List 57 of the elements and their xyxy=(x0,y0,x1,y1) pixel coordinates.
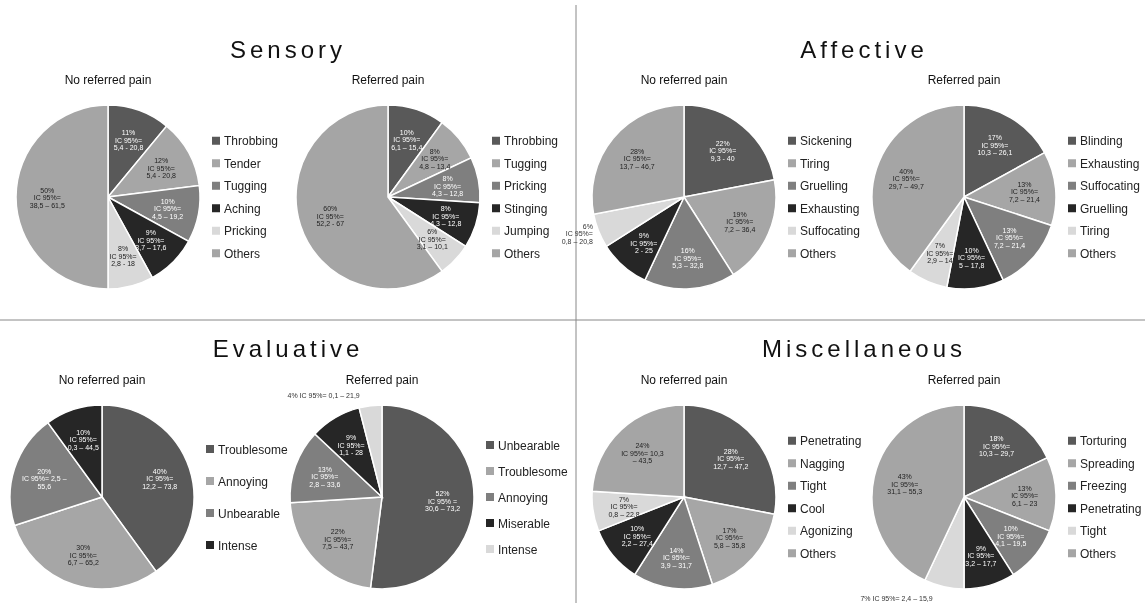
legend-label: Throbbing xyxy=(504,134,559,149)
legend-label: Tight xyxy=(800,479,827,494)
chart-title: Affective xyxy=(800,36,928,63)
legend-label: Pricking xyxy=(504,179,547,194)
chart-subtitle: No referred pain xyxy=(640,373,728,387)
legend-label: Freezing xyxy=(1080,479,1127,494)
legend-label: Tight xyxy=(1080,524,1107,539)
legend-label: Intense xyxy=(218,538,258,553)
legend-label: Annoying xyxy=(498,490,549,505)
legend-label: Tugging xyxy=(224,179,267,194)
legend-label: Nagging xyxy=(800,456,845,471)
legend-label: Stinging xyxy=(504,201,548,216)
legend-label: Cool xyxy=(800,501,825,516)
chart-title: Evaluative xyxy=(212,335,364,362)
legend-label: Blinding xyxy=(1080,134,1123,149)
legend-label: Gruelling xyxy=(1080,201,1129,216)
chart-subtitle: Referred pain xyxy=(351,73,425,87)
legend-label: Suffocating xyxy=(800,224,860,239)
legend-label: Others xyxy=(800,246,837,261)
chart-subtitle: Referred pain xyxy=(927,73,1001,87)
legend-label: Unbearable xyxy=(218,506,281,521)
chart-title: Miscellaneous xyxy=(761,335,967,362)
legend-label: Torturing xyxy=(1080,434,1127,449)
legend-label: Troublesome xyxy=(498,464,568,479)
legend-label: Others xyxy=(224,246,261,261)
legend-label: Tugging xyxy=(504,156,547,171)
legend-label: Gruelling xyxy=(800,179,849,194)
legend-label: Exhausting xyxy=(1080,156,1140,171)
legend-label: Miserable xyxy=(498,516,551,531)
chart-subtitle: Referred pain xyxy=(345,373,419,387)
legend-label: Suffocating xyxy=(1080,179,1140,194)
legend-label: Jumping xyxy=(504,224,550,239)
legend-label: Spreading xyxy=(1080,456,1135,471)
legend-label: Penetrating xyxy=(1080,501,1142,516)
legend-label: Annoying xyxy=(218,474,269,489)
legend-label: Tiring xyxy=(800,156,830,171)
chart-subtitle: No referred pain xyxy=(58,373,146,387)
legend-label: Aching xyxy=(224,201,261,216)
legend-label: Throbbing xyxy=(224,134,279,149)
legend-label: Pricking xyxy=(224,224,267,239)
chart-title: Sensory xyxy=(229,36,347,63)
legend-label: Unbearable xyxy=(498,438,561,453)
legend-label: Sickening xyxy=(800,134,853,149)
chart-subtitle: No referred pain xyxy=(64,73,152,87)
legend-label: Exhausting xyxy=(800,201,860,216)
legend-label: Others xyxy=(504,246,541,261)
legend-label: Tender xyxy=(224,156,261,171)
legend-label: Agonizing xyxy=(800,524,853,539)
legend-label: Troublesome xyxy=(218,442,288,457)
legend-label: Tiring xyxy=(1080,224,1110,239)
chart-subtitle: Referred pain xyxy=(927,373,1001,387)
legend-label: Others xyxy=(1080,246,1117,261)
legend-label: Intense xyxy=(498,542,538,557)
legend-label: Others xyxy=(1080,546,1117,561)
legend-label: Others xyxy=(800,546,837,561)
chart-subtitle: No referred pain xyxy=(640,73,728,87)
legend-label: Penetrating xyxy=(800,434,862,449)
